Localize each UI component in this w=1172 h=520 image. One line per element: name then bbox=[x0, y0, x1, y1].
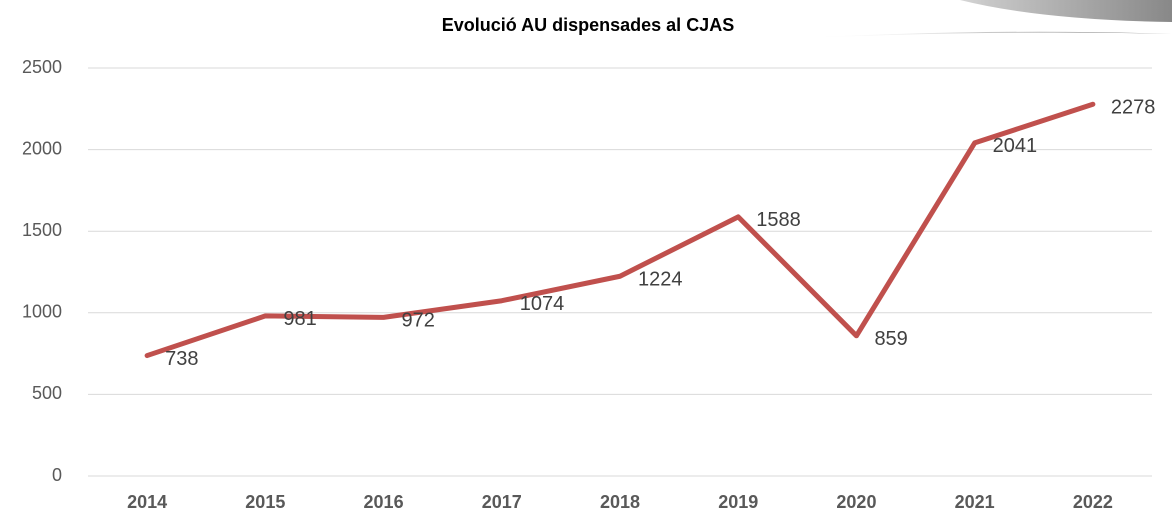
data-label: 2278 bbox=[1111, 97, 1156, 119]
data-label: 859 bbox=[874, 328, 907, 350]
x-tick-label: 2014 bbox=[127, 492, 167, 512]
data-label: 1588 bbox=[756, 209, 801, 231]
x-tick-label: 2020 bbox=[836, 492, 876, 512]
x-tick-label: 2019 bbox=[718, 492, 758, 512]
y-tick-label: 500 bbox=[32, 383, 62, 403]
data-label: 738 bbox=[165, 348, 198, 370]
x-tick-label: 2016 bbox=[364, 492, 404, 512]
line bbox=[144, 101, 1096, 359]
decoration bbox=[800, 0, 1172, 38]
x-tick-label: 2021 bbox=[955, 492, 995, 512]
data-label: 2041 bbox=[993, 135, 1038, 157]
x-tick-label: 2017 bbox=[482, 492, 522, 512]
chart-title: Evolució AU dispensades al CJAS bbox=[442, 15, 734, 35]
data-label: 972 bbox=[402, 310, 435, 332]
x-tick-label: 2015 bbox=[245, 492, 285, 512]
x-tick-label: 2018 bbox=[600, 492, 640, 512]
data-label: 1074 bbox=[520, 293, 565, 315]
data-label: 981 bbox=[283, 308, 316, 330]
x-tick-label: 2022 bbox=[1073, 492, 1113, 512]
data-label: 1224 bbox=[638, 269, 683, 291]
y-tick-label: 2500 bbox=[22, 57, 62, 77]
y-tick-label: 1500 bbox=[22, 220, 62, 240]
y-tick-label: 2000 bbox=[22, 138, 62, 158]
y-tick-label: 0 bbox=[52, 465, 62, 485]
y-tick-label: 1000 bbox=[22, 302, 62, 322]
